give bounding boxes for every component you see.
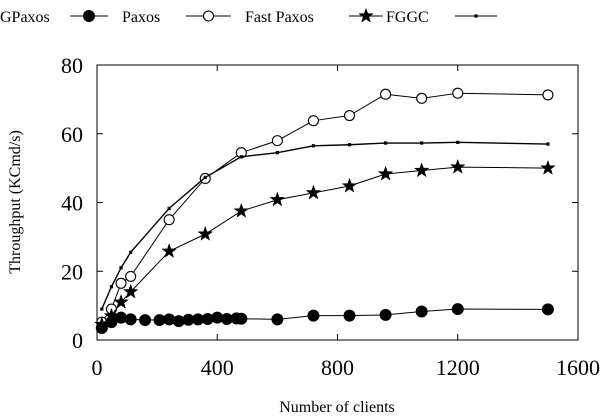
x-tick-label-1600: 1600 — [556, 355, 600, 380]
point-fast-paxos-12 — [449, 158, 466, 174]
point-paxos-9 — [343, 109, 356, 122]
point-gpaxos-16 — [307, 309, 320, 322]
point-fggc-7 — [275, 151, 279, 155]
series-paxos — [96, 87, 554, 328]
point-fggc-12 — [456, 140, 460, 144]
point-gpaxos-20 — [451, 303, 464, 316]
point-gpaxos-18 — [379, 308, 392, 321]
y-tick-label-20: 20 — [61, 259, 83, 284]
point-fast-paxos-10 — [377, 165, 394, 181]
point-gpaxos-15 — [271, 313, 284, 326]
plot-series — [93, 87, 556, 334]
x-tick-label-400: 400 — [201, 355, 234, 380]
x-axis-label: Number of clients — [279, 399, 395, 416]
point-paxos-10 — [380, 88, 392, 100]
legend-item-fast-paxos: Fast Paxos — [245, 7, 383, 26]
point-fast-paxos-1 — [103, 307, 120, 323]
point-fggc-0 — [100, 307, 104, 311]
legend-label-gpaxos: GPaxos — [0, 9, 50, 26]
point-paxos-2 — [115, 277, 127, 289]
axes: 0 400 800 1200 1600 0 20 40 60 80 — [61, 53, 600, 380]
y-tick-label-0: 0 — [72, 328, 83, 353]
point-paxos-4 — [163, 214, 175, 226]
point-fggc-10 — [384, 141, 388, 145]
series-line-fggc — [101, 141, 548, 310]
point-fast-paxos-8 — [305, 184, 322, 200]
point-paxos-7 — [271, 135, 283, 147]
point-fast-paxos-9 — [341, 177, 358, 193]
legend: GPaxos Paxos Fast Paxos FGGC — [0, 7, 497, 26]
point-fggc-4 — [167, 206, 171, 210]
point-fast-paxos-11 — [413, 162, 430, 178]
legend-item-gpaxos: GPaxos — [0, 9, 108, 26]
y-tick-label-40: 40 — [61, 191, 83, 216]
series-fggc — [100, 140, 550, 311]
point-gpaxos-6 — [163, 313, 176, 326]
point-fggc-1 — [109, 285, 114, 289]
point-paxos-12 — [452, 87, 464, 99]
point-gpaxos-21 — [541, 303, 554, 316]
legend-label-fggc: FGGC — [386, 9, 429, 26]
point-fggc-3 — [129, 250, 133, 254]
point-paxos-3 — [125, 270, 137, 282]
legend-marker-paxos — [202, 10, 215, 22]
point-fggc-13 — [546, 142, 550, 146]
y-axis-label: Throughput (KCmd/s) — [7, 130, 24, 274]
legend-item-fggc: FGGC — [386, 9, 497, 26]
point-fast-paxos-13 — [540, 159, 556, 175]
point-fast-paxos-6 — [233, 202, 250, 218]
plot-frame — [96, 64, 579, 341]
point-paxos-8 — [307, 115, 320, 127]
point-paxos-11 — [416, 92, 428, 104]
x-tick-label-0: 0 — [92, 355, 103, 380]
legend-marker-fast-paxos — [358, 7, 374, 23]
point-fast-paxos-7 — [269, 191, 286, 207]
x-tick-label-1200: 1200 — [436, 355, 480, 380]
point-fggc-9 — [347, 143, 352, 147]
x-tick-label-800: 800 — [321, 355, 354, 380]
point-gpaxos-3 — [124, 313, 137, 326]
point-fast-paxos-4 — [161, 243, 178, 258]
point-paxos-13 — [542, 89, 554, 101]
y-tick-label-80: 80 — [61, 53, 83, 78]
series-fast-paxos — [93, 158, 556, 332]
series-gpaxos — [95, 303, 554, 334]
point-gpaxos-19 — [415, 305, 428, 318]
point-fggc-11 — [420, 141, 424, 145]
point-gpaxos-4 — [139, 314, 152, 327]
legend-label-paxos: Paxos — [122, 9, 160, 26]
point-fast-paxos-5 — [197, 225, 214, 241]
legend-label-fast-paxos: Fast Paxos — [245, 9, 314, 26]
point-gpaxos-14 — [235, 312, 248, 325]
point-fggc-6 — [239, 155, 243, 159]
point-fggc-8 — [311, 144, 316, 148]
point-fast-paxos-3 — [122, 283, 139, 299]
point-gpaxos-17 — [343, 309, 356, 322]
legend-item-paxos: Paxos — [122, 9, 231, 26]
legend-marker-gpaxos — [83, 10, 95, 22]
y-tick-label-60: 60 — [61, 122, 83, 147]
point-fggc-2 — [119, 266, 123, 270]
point-fggc-5 — [203, 175, 207, 180]
legend-marker-fggc — [474, 14, 478, 18]
point-fast-paxos-2 — [113, 293, 129, 309]
